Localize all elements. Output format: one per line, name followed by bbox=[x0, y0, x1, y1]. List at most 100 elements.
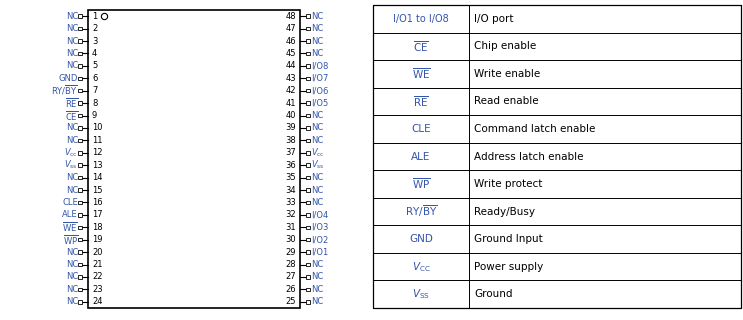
Text: 13: 13 bbox=[92, 161, 103, 170]
Text: $V_{\rm cc}$: $V_{\rm cc}$ bbox=[64, 147, 78, 159]
Text: 24: 24 bbox=[92, 297, 103, 306]
Text: NC: NC bbox=[65, 173, 78, 182]
Text: $\overline{\rm WE}$: $\overline{\rm WE}$ bbox=[62, 220, 78, 234]
Text: NC: NC bbox=[65, 12, 78, 21]
Text: 32: 32 bbox=[285, 210, 296, 220]
Text: 7: 7 bbox=[92, 86, 97, 95]
Text: 4: 4 bbox=[92, 49, 97, 58]
Bar bbox=[78, 39, 82, 43]
Text: I/O port: I/O port bbox=[474, 14, 513, 24]
Bar bbox=[78, 188, 82, 192]
Text: 8: 8 bbox=[92, 99, 97, 108]
Text: 27: 27 bbox=[285, 272, 296, 282]
Bar bbox=[78, 151, 82, 155]
Text: 40: 40 bbox=[285, 111, 296, 120]
Text: 15: 15 bbox=[92, 186, 103, 195]
Text: NC: NC bbox=[65, 124, 78, 132]
Bar bbox=[306, 64, 310, 68]
Bar bbox=[306, 250, 310, 254]
Bar bbox=[306, 101, 310, 105]
Text: 26: 26 bbox=[285, 285, 296, 294]
Text: $\overline{\rm WP}$: $\overline{\rm WP}$ bbox=[412, 177, 430, 191]
Bar bbox=[78, 76, 82, 80]
Text: NC: NC bbox=[65, 24, 78, 33]
Text: 9: 9 bbox=[92, 111, 97, 120]
Bar bbox=[78, 27, 82, 30]
Text: 38: 38 bbox=[285, 136, 296, 145]
Text: 1: 1 bbox=[92, 12, 97, 21]
Text: NC: NC bbox=[65, 61, 78, 70]
Text: 45: 45 bbox=[285, 49, 296, 58]
Text: ALE: ALE bbox=[412, 151, 431, 162]
Text: NC: NC bbox=[65, 260, 78, 269]
Bar bbox=[306, 275, 310, 279]
Bar bbox=[373, 5, 741, 308]
Text: $\overline{\rm CE}$: $\overline{\rm CE}$ bbox=[413, 39, 429, 54]
Text: 48: 48 bbox=[285, 12, 296, 21]
Bar bbox=[78, 288, 82, 291]
Text: CLE: CLE bbox=[411, 124, 431, 134]
Text: NC: NC bbox=[311, 297, 323, 306]
Text: 19: 19 bbox=[92, 235, 103, 244]
Text: NC: NC bbox=[65, 36, 78, 45]
Text: I/O2: I/O2 bbox=[311, 235, 328, 244]
Text: ALE: ALE bbox=[62, 210, 78, 220]
Text: Ground: Ground bbox=[474, 289, 513, 299]
Bar bbox=[306, 238, 310, 242]
Text: $V_{\rm ss}$: $V_{\rm ss}$ bbox=[311, 159, 325, 172]
Text: GND: GND bbox=[59, 74, 78, 83]
Text: 47: 47 bbox=[285, 24, 296, 33]
Text: NC: NC bbox=[311, 24, 323, 33]
Bar bbox=[306, 89, 310, 92]
Bar bbox=[78, 114, 82, 117]
Text: I/O1 to I/O8: I/O1 to I/O8 bbox=[393, 14, 449, 24]
Text: 18: 18 bbox=[92, 223, 103, 232]
Bar bbox=[306, 14, 310, 18]
Text: 37: 37 bbox=[285, 148, 296, 157]
Text: I/O8: I/O8 bbox=[311, 61, 328, 70]
Text: 22: 22 bbox=[92, 272, 103, 282]
Bar bbox=[306, 213, 310, 217]
Bar bbox=[78, 176, 82, 180]
Text: Ready/Busy: Ready/Busy bbox=[474, 207, 535, 217]
Bar bbox=[78, 250, 82, 254]
Text: 25: 25 bbox=[285, 297, 296, 306]
Bar bbox=[306, 76, 310, 80]
Bar bbox=[306, 27, 310, 30]
Bar bbox=[306, 139, 310, 142]
Text: NC: NC bbox=[311, 49, 323, 58]
Text: NC: NC bbox=[65, 285, 78, 294]
Text: $\overline{\rm WP}$: $\overline{\rm WP}$ bbox=[62, 233, 78, 247]
Bar bbox=[78, 52, 82, 55]
Bar bbox=[78, 300, 82, 304]
Text: 20: 20 bbox=[92, 248, 103, 257]
Text: I/O5: I/O5 bbox=[311, 99, 328, 108]
Text: I/O1: I/O1 bbox=[311, 248, 328, 257]
Text: NC: NC bbox=[311, 124, 323, 132]
Bar bbox=[78, 101, 82, 105]
Bar bbox=[306, 201, 310, 204]
Bar bbox=[78, 263, 82, 266]
Text: Ground Input: Ground Input bbox=[474, 234, 542, 244]
Text: 33: 33 bbox=[285, 198, 296, 207]
Text: 42: 42 bbox=[285, 86, 296, 95]
Bar bbox=[306, 164, 310, 167]
Bar bbox=[306, 288, 310, 291]
Text: NC: NC bbox=[311, 272, 323, 282]
Text: 23: 23 bbox=[92, 285, 103, 294]
Bar bbox=[78, 139, 82, 142]
Text: NC: NC bbox=[65, 297, 78, 306]
Text: NC: NC bbox=[65, 248, 78, 257]
Text: 11: 11 bbox=[92, 136, 103, 145]
Text: 2: 2 bbox=[92, 24, 97, 33]
Text: NC: NC bbox=[311, 173, 323, 182]
Text: NC: NC bbox=[65, 136, 78, 145]
Bar bbox=[78, 226, 82, 229]
Text: NC: NC bbox=[65, 186, 78, 195]
Bar bbox=[88, 10, 300, 308]
Text: Chip enable: Chip enable bbox=[474, 41, 536, 51]
Text: 31: 31 bbox=[285, 223, 296, 232]
Text: 16: 16 bbox=[92, 198, 103, 207]
Text: RY/$\overline{\rm BY}$: RY/$\overline{\rm BY}$ bbox=[405, 204, 437, 220]
Text: Address latch enable: Address latch enable bbox=[474, 151, 583, 162]
